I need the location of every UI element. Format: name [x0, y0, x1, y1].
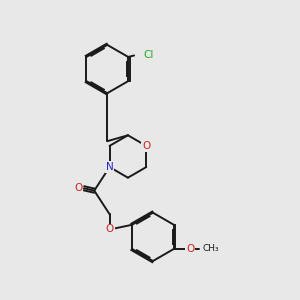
- Text: O: O: [142, 141, 150, 151]
- Text: Cl: Cl: [143, 50, 153, 61]
- Text: CH₃: CH₃: [202, 244, 219, 253]
- Text: O: O: [186, 244, 194, 254]
- Text: N: N: [106, 162, 113, 172]
- Text: O: O: [105, 224, 114, 235]
- Text: O: O: [74, 183, 82, 193]
